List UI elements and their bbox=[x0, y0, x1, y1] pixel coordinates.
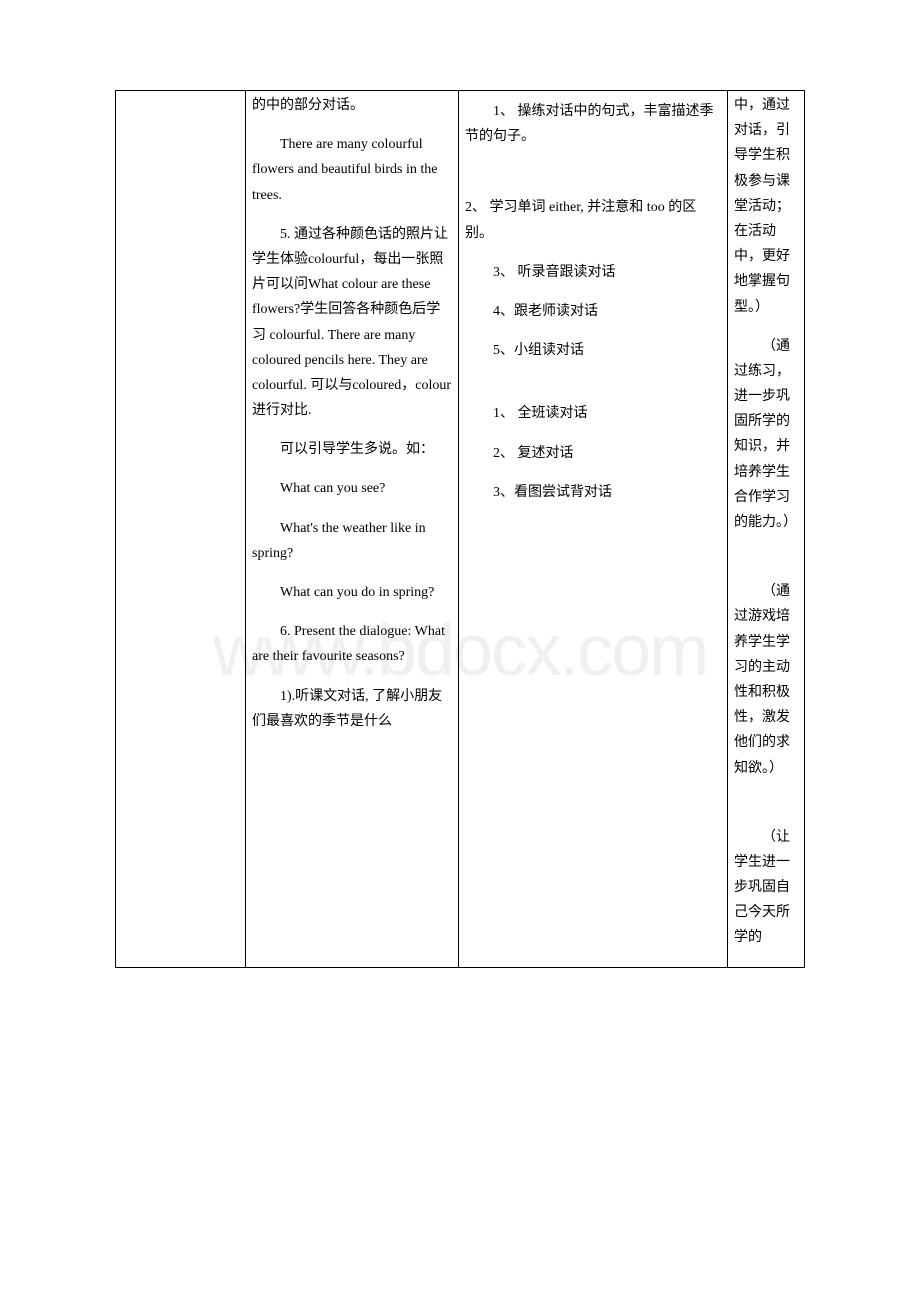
col2-para-3: 5. 通过各种颜色话的照片让学生体验colourful，每出一张照片可以问Wha… bbox=[252, 222, 452, 424]
col3-para-5: 5、小组读对话 bbox=[465, 338, 721, 363]
col2-para-8: 6. Present the dialogue: What are their … bbox=[252, 619, 452, 669]
table-cell-col4: 中，通过对话，引导学生积极参与课堂活动；在活动中，更好地掌握句型。） （通过练习… bbox=[728, 91, 805, 968]
col4-para-2: （通过练习，进一步巩固所学的知识，并培养学生合作学习的能力。） bbox=[734, 334, 798, 536]
col3-para-8: 3、看图尝试背对话 bbox=[465, 480, 721, 505]
table-row: 的中的部分对话。 There are many colourful flower… bbox=[116, 91, 805, 968]
page-container: 的中的部分对话。 There are many colourful flower… bbox=[0, 0, 920, 1058]
col2-para-1: 的中的部分对话。 bbox=[252, 93, 452, 118]
col4-para-3: （通过游戏培养学生学习的主动性和积极性，激发他们的求知欲。） bbox=[734, 579, 798, 781]
lesson-plan-table: 的中的部分对话。 There are many colourful flower… bbox=[115, 90, 805, 968]
col3-para-3: 3、 听录音跟读对话 bbox=[465, 260, 721, 285]
col2-para-2: There are many colourful flowers and bea… bbox=[252, 132, 452, 208]
col4-para-1: 中，通过对话，引导学生积极参与课堂活动；在活动中，更好地掌握句型。） bbox=[734, 93, 798, 320]
col3-para-7: 2、 复述对话 bbox=[465, 441, 721, 466]
col2-para-6: What's the weather like in spring? bbox=[252, 516, 452, 566]
table-cell-col3: 1、 操练对话中的句式，丰富描述季节的句子。 2、 学习单词 either, 并… bbox=[459, 91, 728, 968]
table-cell-col1 bbox=[116, 91, 246, 968]
col3-para-4: 4、跟老师读对话 bbox=[465, 299, 721, 324]
col2-para-5: What can you see? bbox=[252, 476, 452, 501]
table-cell-col2: 的中的部分对话。 There are many colourful flower… bbox=[246, 91, 459, 968]
col3-para-2: 2、 学习单词 either, 并注意和 too 的区别。 bbox=[465, 195, 721, 245]
col2-para-7: What can you do in spring? bbox=[252, 580, 452, 605]
col3-para-1: 1、 操练对话中的句式，丰富描述季节的句子。 bbox=[465, 99, 721, 149]
col2-para-4: 可以引导学生多说。如： bbox=[252, 437, 452, 462]
col3-para-6: 1、 全班读对话 bbox=[465, 401, 721, 426]
col2-para-9: 1).听课文对话, 了解小朋友们最喜欢的季节是什么 bbox=[252, 684, 452, 734]
col4-para-4: （让学生进一步巩固自己今天所学的 bbox=[734, 825, 798, 951]
